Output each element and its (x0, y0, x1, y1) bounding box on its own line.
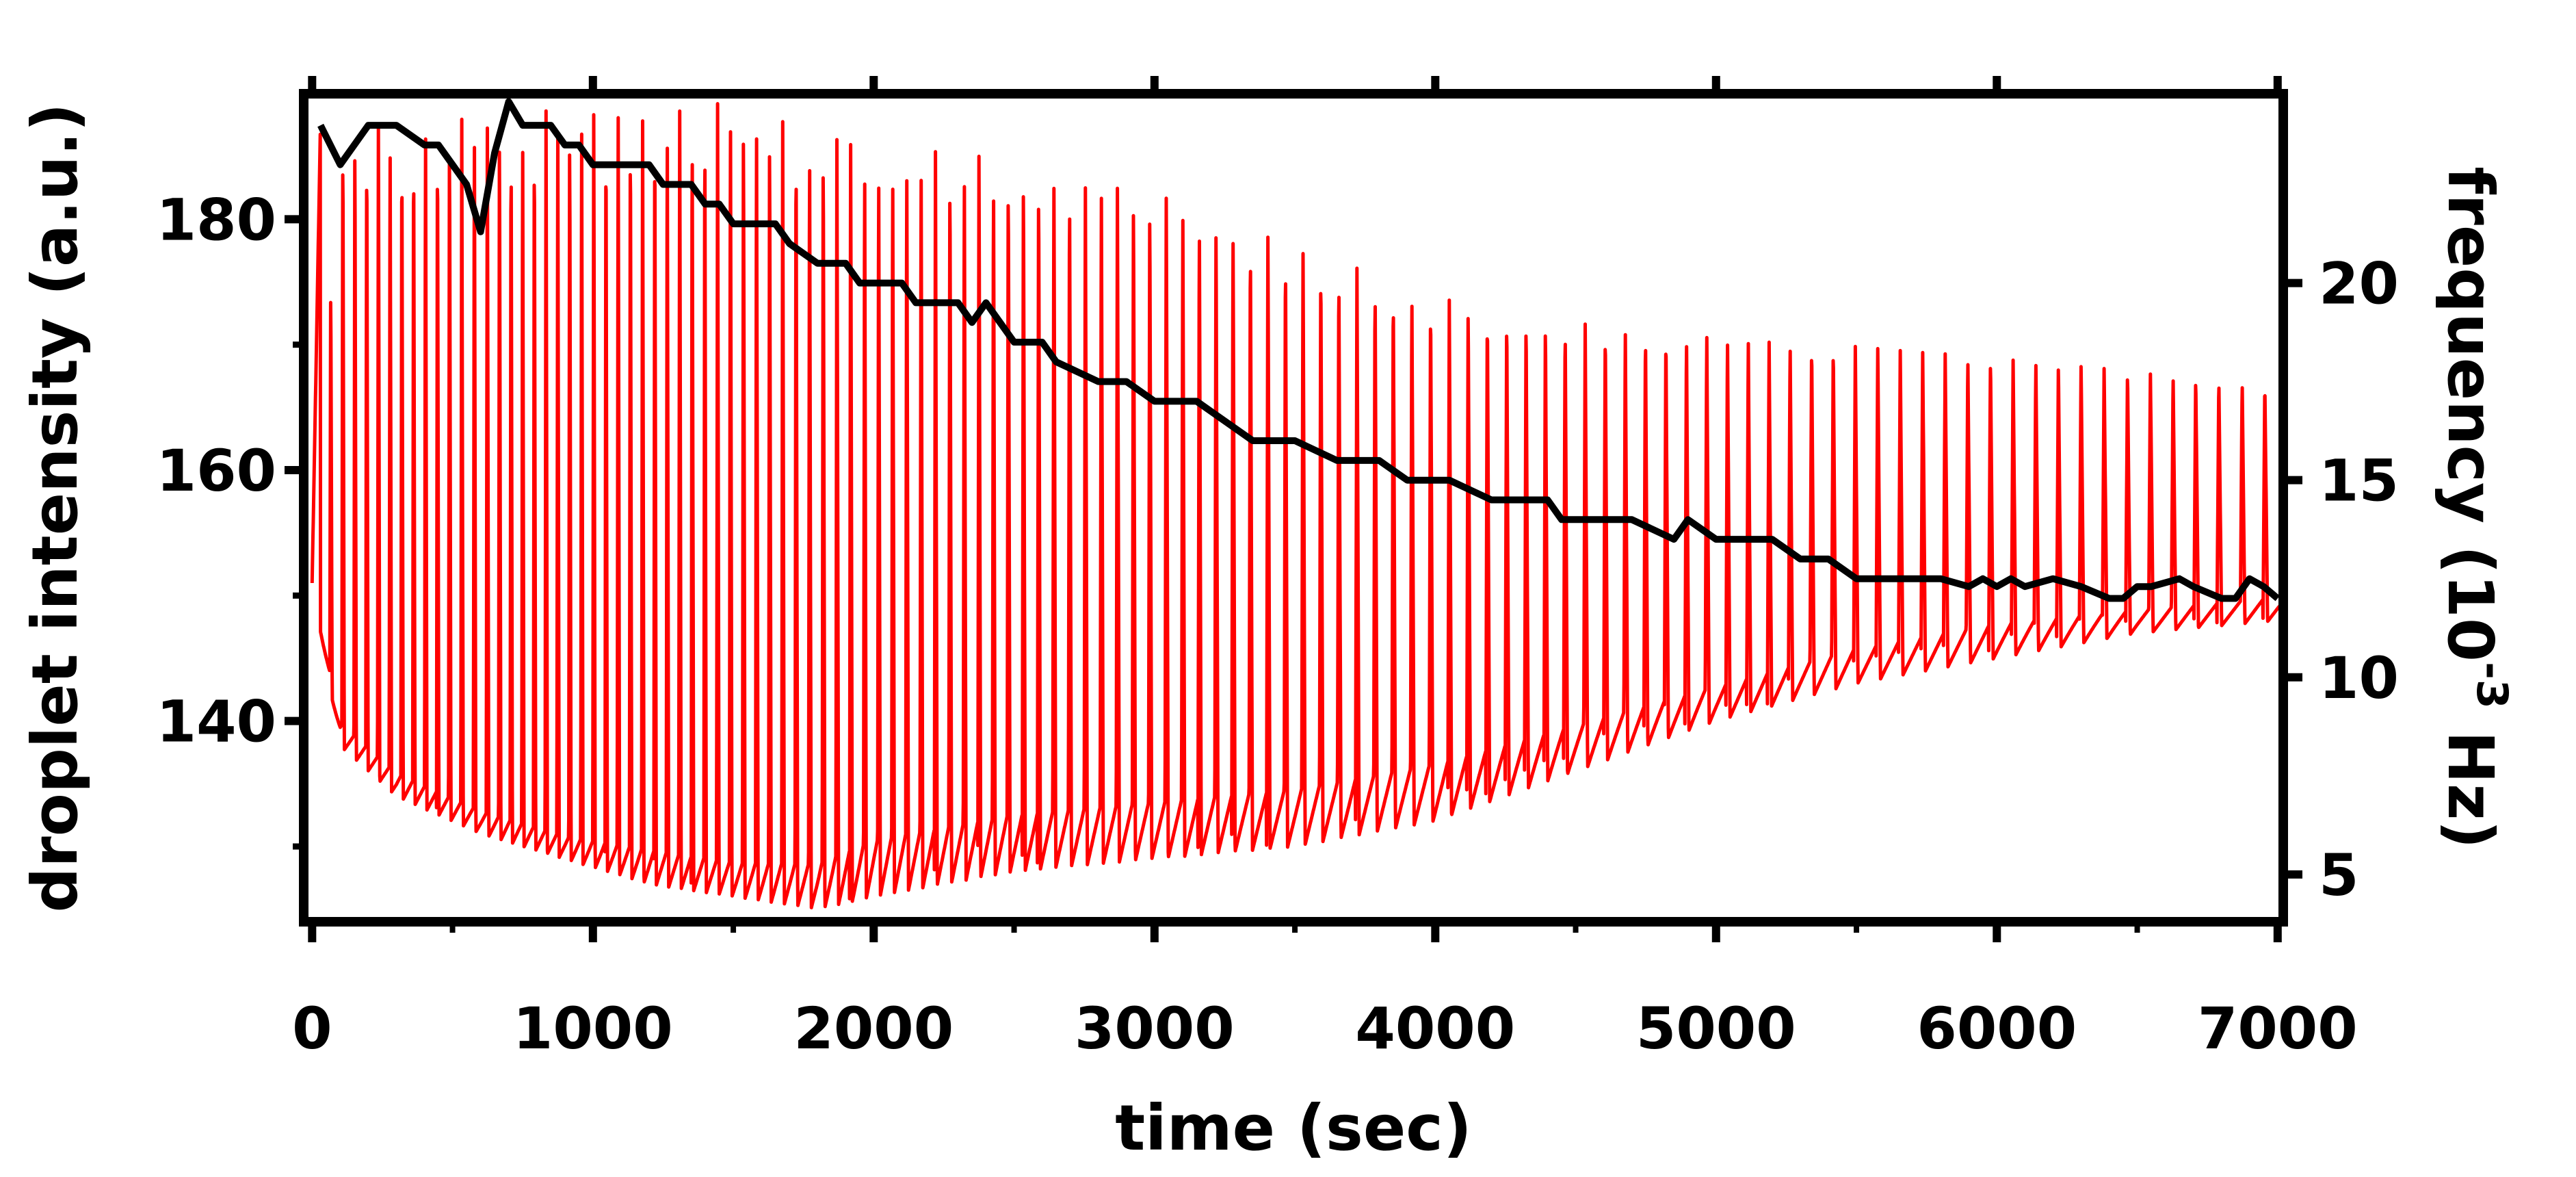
plot-area (310, 98, 2283, 909)
y-right-tick-label: 20 (2319, 250, 2399, 318)
y-axis-left: 140 160 180 (157, 186, 304, 850)
y-axis-right-title-prefix: frequency (10 (2434, 166, 2507, 662)
series-layer (310, 98, 2283, 909)
y-left-tick-label: 160 (157, 437, 276, 504)
y-axis-right-title-suffix: Hz) (2434, 709, 2507, 849)
x-axis: 0 1000 2000 3000 4000 5000 6000 7000 (292, 76, 2358, 1062)
y-left-tick-label: 180 (157, 186, 276, 253)
x-tick-label: 2000 (793, 995, 954, 1062)
x-tick-label: 4000 (1355, 995, 1515, 1062)
y-axis-left-title: droplet intensity (a.u.) (18, 103, 92, 913)
x-tick-label: 5000 (1636, 995, 1796, 1062)
x-tick-label: 7000 (2198, 995, 2358, 1062)
y-right-tick-label: 5 (2319, 842, 2358, 909)
y-right-tick-label: 15 (2319, 448, 2399, 515)
series-frequency-line (317, 98, 2281, 602)
x-tick-label: 0 (292, 995, 332, 1062)
y-axis-right: 5 10 15 20 (2283, 250, 2399, 909)
y-axis-right-title-superscript: -3 (2467, 662, 2517, 709)
series-intensity-line (310, 102, 2283, 909)
x-tick-label: 3000 (1075, 995, 1235, 1062)
x-tick-label: 1000 (513, 995, 673, 1062)
x-tick-label: 6000 (1917, 995, 2077, 1062)
y-axis-right-title: frequency (10-3 Hz) (2434, 166, 2517, 849)
x-axis-title: time (sec) (1115, 1091, 1472, 1165)
y-left-tick-label: 140 (157, 688, 276, 755)
plot-frame (299, 89, 2288, 927)
y-right-tick-label: 10 (2319, 645, 2399, 712)
